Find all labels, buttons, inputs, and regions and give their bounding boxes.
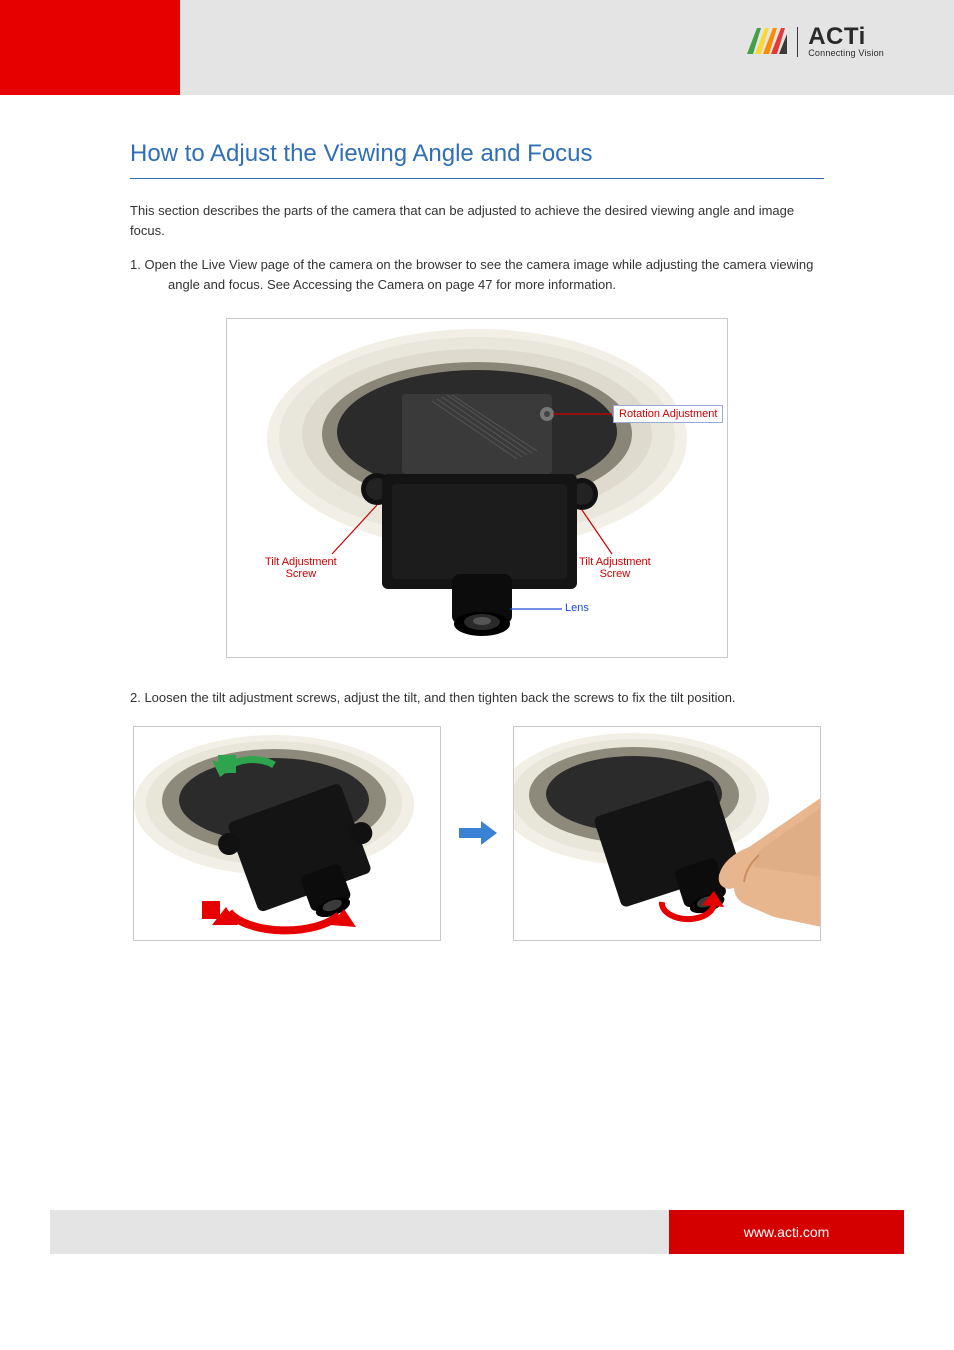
intro-text: This section describes the parts of the … [130,201,824,241]
step-1-text: 1. Open the Live View page of the camera… [130,255,824,295]
figure-2-left-svg [134,727,441,941]
section-title: How to Adjust the Viewing Angle and Focu… [130,140,824,168]
label-rotation-adjustment: Rotation Adjustment [613,405,723,424]
figure-2-right [513,726,821,941]
header-band: ACTi Connecting Vision [0,0,954,95]
footer-url: www.acti.com [669,1210,904,1254]
title-rule [130,178,824,179]
header-red-block [0,0,180,95]
footer-grey-block [50,1210,669,1254]
figure-row [130,726,824,941]
step-2-text: 2. Loosen the tilt adjustment screws, ad… [130,688,824,708]
camera-illustration [227,319,727,657]
brand-logo: ACTi Connecting Vision [747,25,884,58]
page-root: ACTi Connecting Vision How to Adjust the… [0,0,954,1350]
content-area: How to Adjust the Viewing Angle and Focu… [130,140,824,941]
figure-2-left [133,726,441,941]
figure-1-container: Rotation Adjustment Tilt Adjustment Scre… [226,318,728,658]
figure-1: Rotation Adjustment Tilt Adjustment Scre… [226,318,728,658]
label-tilt-right: Tilt Adjustment Screw [579,556,651,581]
label-lens: Lens [565,602,589,615]
footer-band: www.acti.com [50,1210,904,1254]
logo-mark-icon [747,26,787,58]
red-marker-icon [202,901,220,919]
figure-2-right-svg [514,727,821,941]
green-marker-icon [218,755,236,773]
label-tilt-left: Tilt Adjustment Screw [265,556,337,581]
logo-tagline-text: Connecting Vision [808,49,884,58]
arrow-between-icon [457,818,497,848]
logo-text: ACTi Connecting Vision [808,25,884,58]
logo-separator [797,27,798,57]
logo-brand-text: ACTi [808,25,884,49]
